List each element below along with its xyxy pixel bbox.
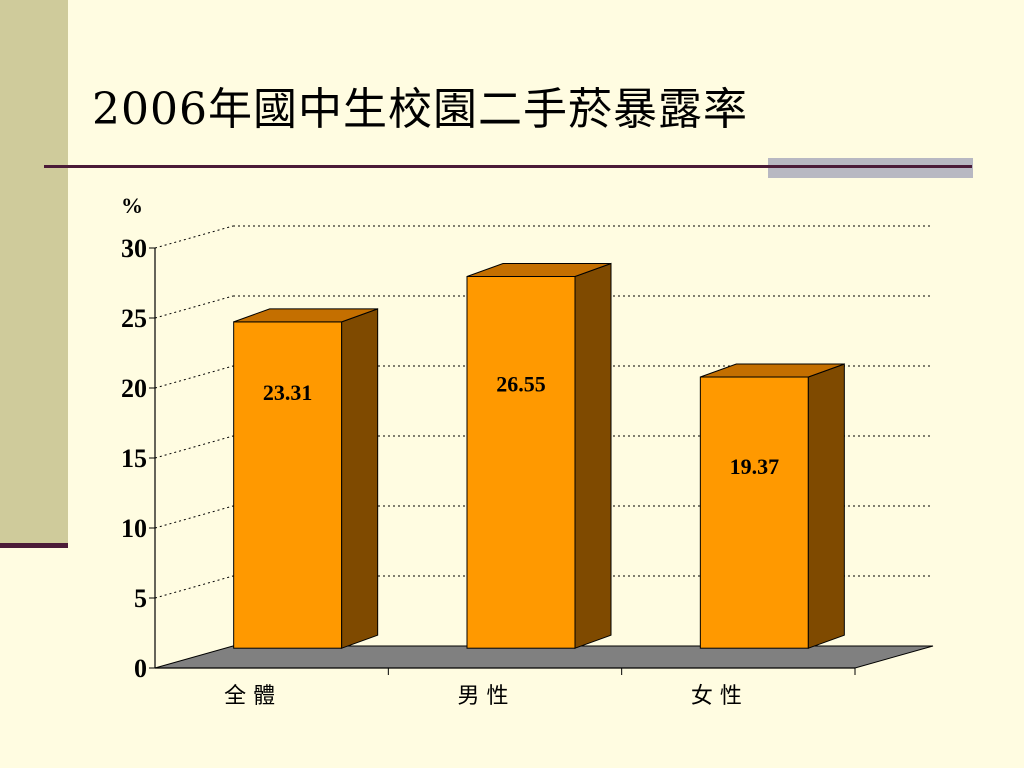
- title-rule: [44, 165, 972, 168]
- data-label: 26.55: [496, 372, 546, 397]
- slide-title: 2006年國中生校園二手菸暴露率: [92, 84, 748, 135]
- y-tick-label: 0: [134, 654, 147, 683]
- bar-side: [574, 262, 612, 649]
- y-axis-label: %: [121, 193, 143, 218]
- gridline-depth: [154, 575, 234, 599]
- chart-floor-plane: [154, 645, 934, 669]
- y-tick-label: 25: [121, 304, 147, 333]
- y-tick-label: 20: [121, 374, 147, 403]
- data-label: 23.31: [263, 380, 313, 405]
- bar-top: [466, 263, 612, 277]
- bar-side: [807, 363, 845, 649]
- chart-bars: [233, 262, 845, 649]
- gridline-depth: [154, 505, 234, 529]
- slide-side-bar: [0, 0, 68, 546]
- y-tick-label: 15: [121, 444, 147, 473]
- x-category-label: 女 性: [691, 684, 742, 709]
- bar-side: [341, 308, 379, 649]
- bar-top: [233, 308, 378, 323]
- title-rule-accent: [768, 158, 973, 178]
- x-category-label: 男 性: [458, 684, 509, 709]
- bar: [699, 376, 809, 649]
- gridline-depth: [154, 435, 234, 459]
- gridline-depth: [154, 365, 234, 389]
- gridline-depth: [154, 295, 234, 319]
- gridline-depth: [154, 225, 234, 249]
- bar: [466, 276, 576, 649]
- chart-floor: [154, 645, 934, 669]
- data-label: 19.37: [730, 454, 780, 479]
- chart-axes: 0 5 10 15 20 25 30%: [121, 193, 856, 683]
- slide-side-accent-line: [0, 543, 68, 548]
- chart-labels: 23.31 全 體 26.55 男 性 19.37 女 性: [224, 372, 779, 710]
- bar: [233, 321, 343, 649]
- x-category-label: 全 體: [224, 684, 275, 709]
- y-tick-label: 30: [121, 234, 147, 263]
- y-tick-label: 5: [134, 584, 147, 613]
- y-tick-label: 10: [121, 514, 147, 543]
- bar-top: [700, 363, 845, 378]
